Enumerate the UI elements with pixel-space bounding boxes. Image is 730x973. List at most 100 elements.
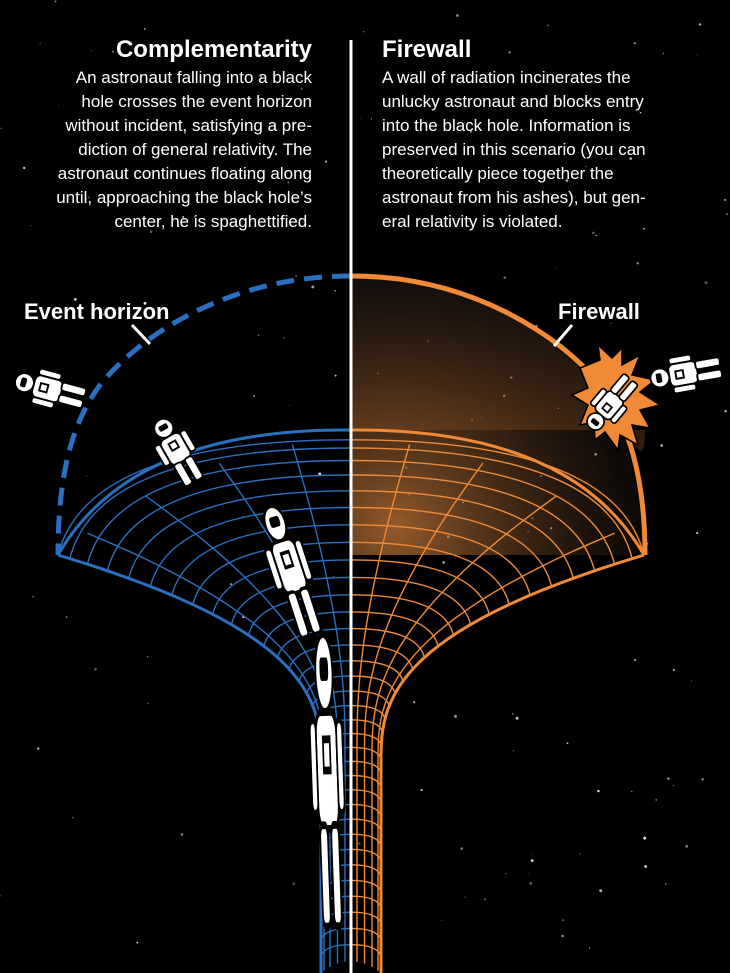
star xyxy=(524,149,526,151)
star xyxy=(610,322,612,324)
description-line: An astronaut falling into a black xyxy=(75,68,312,87)
star xyxy=(292,882,295,885)
star xyxy=(528,873,529,875)
star xyxy=(561,934,564,938)
star xyxy=(73,298,77,301)
description-line: without incident, satisfying a pre- xyxy=(65,116,312,135)
star xyxy=(416,156,418,158)
description-line: astronaut continues floating along xyxy=(57,164,312,183)
star xyxy=(503,276,506,279)
complementarity-funnel-grid xyxy=(56,428,350,973)
star xyxy=(324,160,328,163)
star xyxy=(358,842,361,845)
star xyxy=(143,301,147,305)
star xyxy=(94,667,97,671)
star xyxy=(420,788,423,792)
complementarity-side xyxy=(55,273,350,973)
star xyxy=(629,157,633,160)
star xyxy=(229,583,232,586)
funnel-ring xyxy=(352,864,382,877)
funnel-ring xyxy=(352,627,426,658)
star xyxy=(664,882,667,885)
star xyxy=(696,54,698,56)
star xyxy=(547,123,550,126)
star xyxy=(102,313,105,316)
funnel-ring xyxy=(352,660,404,682)
star xyxy=(592,231,595,235)
firewall-pointer xyxy=(552,324,574,347)
star xyxy=(633,41,636,45)
funnel-meridian xyxy=(356,444,411,962)
funnel-ring xyxy=(352,803,382,817)
star xyxy=(585,166,587,168)
star xyxy=(318,472,322,476)
star xyxy=(566,742,569,745)
funnel-ring xyxy=(352,789,382,802)
description-line: into the black hole. Information is xyxy=(382,116,631,135)
firewall-title: Firewall xyxy=(382,36,472,63)
star xyxy=(484,898,486,901)
star xyxy=(698,23,702,26)
event-horizon-pointer xyxy=(130,323,152,346)
funnel-ring xyxy=(352,848,382,862)
funnel-ring xyxy=(106,474,350,571)
star xyxy=(334,290,336,292)
funnel-ring xyxy=(352,690,390,707)
star xyxy=(701,778,704,781)
star xyxy=(579,853,581,855)
star xyxy=(283,337,286,339)
star xyxy=(39,42,41,44)
star xyxy=(643,836,647,840)
star xyxy=(442,561,445,564)
complementarity-title: Complementarity xyxy=(115,36,312,63)
star xyxy=(91,50,92,52)
star xyxy=(636,262,639,265)
star xyxy=(37,747,40,750)
description-line: center, he is spaghettified. xyxy=(114,212,312,231)
star xyxy=(146,656,149,658)
star xyxy=(301,305,303,307)
funnel-ring xyxy=(352,704,386,720)
star xyxy=(508,51,511,54)
complementarity-description: An astronaut falling into a black hole c… xyxy=(2,66,312,234)
funnel-ring xyxy=(352,447,633,559)
funnel-ring xyxy=(128,490,350,579)
star xyxy=(257,334,260,336)
funnel-ring xyxy=(352,944,382,957)
astronaut-icon xyxy=(142,410,212,492)
star xyxy=(662,52,665,55)
star xyxy=(655,799,657,801)
funnel-ring xyxy=(352,559,490,615)
star xyxy=(295,275,297,277)
star xyxy=(334,374,337,377)
firewall-side xyxy=(352,273,648,973)
star xyxy=(547,24,549,27)
funnel-ring xyxy=(288,644,350,670)
description-line: until, approaching the black hole’s xyxy=(56,188,312,207)
star xyxy=(595,234,598,237)
star xyxy=(193,216,196,218)
funnel-ring xyxy=(57,439,350,556)
star xyxy=(72,816,74,819)
firewall-glow-top xyxy=(352,276,645,451)
funnel-ring xyxy=(352,490,574,579)
event-horizon-arc xyxy=(55,273,350,556)
star xyxy=(136,941,139,944)
funnel-ring xyxy=(352,459,616,565)
description-line: unlucky astronaut and blocks entry xyxy=(382,92,644,111)
funnel-ring xyxy=(352,732,382,746)
star xyxy=(441,919,443,921)
funnel-edge xyxy=(379,553,645,973)
star xyxy=(667,777,670,780)
star xyxy=(555,267,557,269)
funnel-meridian xyxy=(377,532,615,971)
star xyxy=(531,853,533,855)
star xyxy=(112,50,114,53)
star xyxy=(149,230,153,233)
star xyxy=(512,750,515,752)
funnel-ring xyxy=(352,911,382,925)
star xyxy=(589,947,591,949)
funnel-ring xyxy=(352,611,439,647)
star xyxy=(690,680,693,682)
